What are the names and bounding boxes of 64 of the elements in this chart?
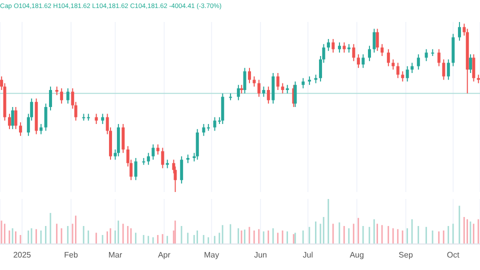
candlestick — [44, 103, 48, 132]
candlestick — [257, 79, 260, 98]
candlestick — [416, 54, 420, 70]
candlestick — [326, 38, 330, 52]
candlestick — [380, 44, 384, 56]
candlestick — [180, 156, 184, 184]
candlestick — [213, 116, 216, 132]
candlestick — [146, 152, 150, 166]
candlestick — [272, 72, 275, 104]
candlestick — [372, 28, 376, 54]
candlestick — [352, 44, 356, 62]
candlestick — [294, 81, 297, 108]
candlestick — [60, 88, 64, 104]
candlestick — [262, 86, 266, 98]
candlestick — [49, 86, 52, 111]
x-tick-label: Apr — [158, 250, 171, 260]
x-tick-label: Jul — [302, 250, 314, 260]
candlestick — [446, 58, 450, 80]
candlestick — [248, 67, 251, 84]
candlestick — [161, 147, 164, 169]
candlestick — [472, 54, 476, 82]
candlestick — [401, 70, 404, 82]
candlestick — [8, 113, 11, 130]
x-tick-label: May — [204, 250, 220, 260]
candlestick — [442, 58, 446, 80]
candlestick — [101, 113, 104, 124]
candlestick — [406, 66, 409, 82]
candlestick — [11, 106, 14, 130]
candlestick — [14, 106, 18, 130]
candlestick — [19, 122, 22, 136]
candlestick — [362, 54, 365, 68]
candlestick — [66, 88, 70, 104]
candlestick — [134, 158, 138, 181]
candlestick — [410, 62, 414, 74]
x-tick-label: Mar — [108, 250, 122, 260]
candlestick — [202, 124, 206, 136]
candlestick — [469, 54, 472, 74]
candlestick — [152, 144, 155, 160]
candlestick — [356, 54, 360, 68]
candlestick — [94, 113, 98, 124]
x-tick-label: Aug — [350, 250, 364, 260]
x-tick-label: Oct — [446, 250, 460, 260]
candlestick — [281, 82, 284, 94]
x-tick-label: Feb — [64, 250, 78, 260]
candlestick — [458, 22, 461, 42]
candlestick — [332, 38, 335, 54]
candlestick — [437, 48, 440, 67]
candlestick — [424, 48, 428, 62]
candlestick — [396, 62, 400, 79]
x-tick-label: 2025 — [13, 250, 32, 260]
candlestick — [221, 92, 224, 124]
candlestick — [122, 124, 125, 154]
candlestick — [302, 78, 305, 89]
candlestick — [266, 86, 270, 104]
candlestick — [368, 45, 371, 62]
x-tick-label: Jun — [254, 250, 267, 260]
x-tick-label: Sep — [398, 250, 414, 260]
candlestick — [196, 128, 199, 160]
candlestick — [386, 48, 390, 67]
candlestick — [236, 84, 240, 101]
candlestick — [40, 124, 43, 135]
candlestick — [243, 67, 246, 94]
candlestick — [376, 28, 379, 52]
candlestick — [276, 72, 280, 90]
